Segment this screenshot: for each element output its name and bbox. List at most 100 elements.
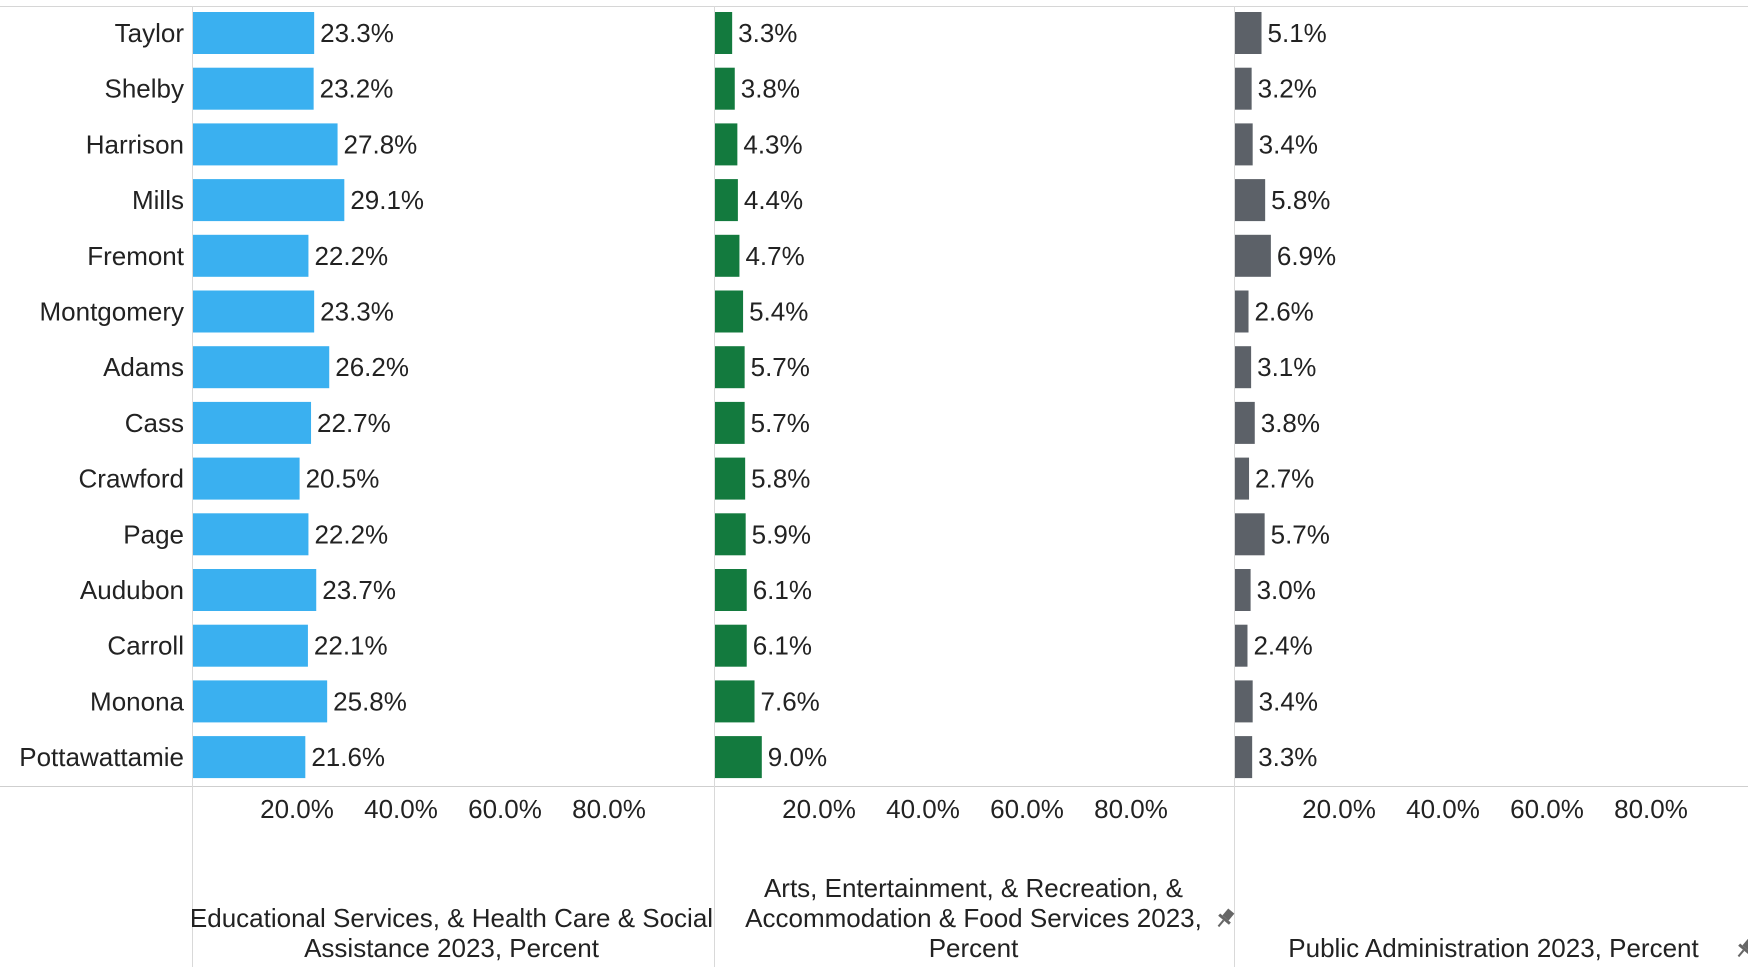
bar-series3-audubon[interactable] [1235, 569, 1251, 611]
bar-series1-mills[interactable] [193, 179, 345, 222]
x-tick-label: 60.0% [1510, 794, 1584, 824]
category-label: Carroll [107, 631, 184, 661]
axis-title-line: Public Administration 2023, Percent [1288, 933, 1699, 963]
bar-series2-crawford[interactable] [715, 457, 746, 500]
category-label: Pottawattamie [19, 742, 184, 772]
bar-series3-crawford[interactable] [1235, 457, 1250, 500]
data-label: 3.8% [1261, 408, 1320, 438]
bar-series3-mills[interactable] [1235, 179, 1266, 222]
bar-series2-montgomery[interactable] [715, 290, 744, 333]
bar-series1-fremont[interactable] [193, 234, 309, 277]
data-label: 5.4% [749, 297, 808, 327]
bar-series2-cass[interactable] [715, 401, 745, 444]
bar-series2-page[interactable] [715, 513, 746, 556]
bar-series1-page[interactable] [193, 513, 309, 556]
bar-series1-taylor[interactable] [193, 12, 315, 54]
bar-series1-audubon[interactable] [193, 569, 317, 611]
bar-series2-harrison[interactable] [715, 123, 738, 166]
data-label: 29.1% [350, 185, 424, 215]
data-label: 23.3% [320, 18, 394, 48]
bar-series3-shelby[interactable] [1235, 67, 1252, 110]
bar-series2-shelby[interactable] [715, 67, 735, 110]
bar-series2-mills[interactable] [715, 179, 738, 222]
data-label: 22.7% [317, 408, 391, 438]
x-tick-label: 40.0% [886, 794, 960, 824]
bar-series2-adams[interactable] [715, 346, 745, 389]
bar-series1-shelby[interactable] [193, 67, 314, 110]
data-label: 26.2% [335, 352, 409, 382]
bar-series3-cass[interactable] [1235, 401, 1255, 444]
data-label: 5.7% [751, 352, 810, 382]
data-label: 4.7% [745, 241, 804, 271]
data-label: 3.2% [1258, 74, 1317, 104]
data-label: 3.3% [1258, 742, 1317, 772]
data-label: 22.2% [314, 519, 388, 549]
axis-title-line: Assistance 2023, Percent [304, 933, 600, 963]
bar-series1-cass[interactable] [193, 401, 312, 444]
bar-series2-fremont[interactable] [715, 234, 740, 277]
bar-series1-pottawattamie[interactable] [193, 736, 306, 779]
x-tick-label: 20.0% [782, 794, 856, 824]
bar-series2-pottawattamie[interactable] [715, 736, 762, 779]
bar-series1-crawford[interactable] [193, 457, 300, 500]
axis-title-line: Educational Services, & Health Care & So… [190, 903, 713, 933]
data-label: 21.6% [311, 742, 385, 772]
data-label: 5.8% [751, 464, 810, 494]
bar-series3-carroll[interactable] [1235, 624, 1248, 667]
data-label: 2.7% [1255, 464, 1314, 494]
bar-series3-harrison[interactable] [1235, 123, 1253, 166]
bar-series3-taylor[interactable] [1235, 12, 1262, 54]
data-label: 3.3% [738, 18, 797, 48]
x-tick-label: 80.0% [572, 794, 646, 824]
data-label: 6.1% [753, 575, 812, 605]
x-tick-label: 40.0% [1406, 794, 1480, 824]
data-label: 3.0% [1257, 575, 1316, 605]
data-label: 7.6% [761, 686, 820, 716]
bar-series3-montgomery[interactable] [1235, 290, 1249, 333]
pin-icon[interactable] [1733, 937, 1748, 961]
data-label: 4.4% [744, 185, 803, 215]
data-label: 5.7% [1271, 519, 1330, 549]
category-label: Page [123, 519, 184, 549]
bar-series1-monona[interactable] [193, 680, 328, 723]
category-label: Fremont [87, 241, 185, 271]
bar-series2-audubon[interactable] [715, 569, 747, 611]
data-label: 5.1% [1268, 18, 1327, 48]
data-label: 6.1% [753, 631, 812, 661]
category-label: Harrison [86, 129, 184, 159]
category-label: Shelby [105, 74, 185, 104]
bar-series2-monona[interactable] [715, 680, 755, 723]
bar-series2-carroll[interactable] [715, 624, 747, 667]
bar-series3-monona[interactable] [1235, 680, 1253, 723]
category-label: Taylor [115, 18, 185, 48]
data-label: 3.4% [1259, 686, 1318, 716]
data-label: 2.6% [1255, 297, 1314, 327]
axis-title-line: Accommodation & Food Services 2023, [745, 903, 1202, 933]
data-label: 9.0% [768, 742, 827, 772]
data-label: 25.8% [333, 686, 407, 716]
x-tick-label: 20.0% [260, 794, 334, 824]
bar-series1-montgomery[interactable] [193, 290, 315, 333]
bar-series1-carroll[interactable] [193, 624, 308, 667]
bar-series1-adams[interactable] [193, 346, 330, 389]
bar-series3-fremont[interactable] [1235, 234, 1271, 277]
data-label: 4.3% [743, 129, 802, 159]
bar-series1-harrison[interactable] [193, 123, 338, 166]
bar-series3-adams[interactable] [1235, 346, 1252, 389]
data-label: 20.5% [306, 464, 380, 494]
bar-series2-taylor[interactable] [715, 12, 733, 54]
data-label: 3.8% [741, 74, 800, 104]
x-tick-label: 40.0% [364, 794, 438, 824]
x-tick-label: 20.0% [1302, 794, 1376, 824]
data-label: 22.1% [314, 631, 388, 661]
axis-title-line: Arts, Entertainment, & Recreation, & [764, 873, 1183, 903]
data-label: 23.7% [322, 575, 396, 605]
pin-icon[interactable] [1213, 907, 1237, 931]
bar-series3-pottawattamie[interactable] [1235, 736, 1253, 779]
data-label: 22.2% [314, 241, 388, 271]
category-label: Cass [125, 408, 184, 438]
category-label: Mills [132, 185, 184, 215]
bar-series3-page[interactable] [1235, 513, 1265, 556]
